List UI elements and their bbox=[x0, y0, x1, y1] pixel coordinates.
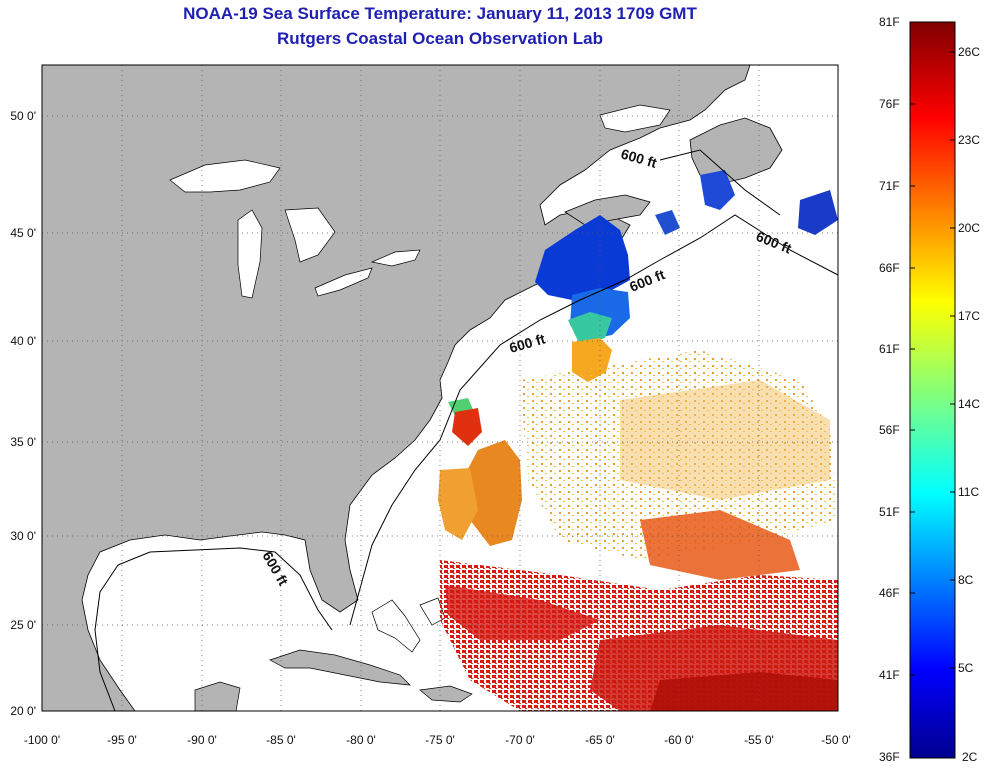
lat-tick-label: 40 0' bbox=[10, 334, 36, 348]
map-title: NOAA-19 Sea Surface Temperature: January… bbox=[183, 4, 697, 23]
sst-data-overlay bbox=[438, 170, 838, 711]
lon-tick-label: -80 0' bbox=[346, 733, 376, 747]
lake-michigan bbox=[237, 209, 263, 299]
colorbar-f-label: 41F bbox=[879, 668, 900, 682]
lat-tick-label: 45 0' bbox=[10, 226, 36, 240]
land-yucatan bbox=[194, 681, 241, 711]
map-subtitle: Rutgers Coastal Ocean Observation Lab bbox=[277, 29, 603, 48]
lon-tick-label: -75 0' bbox=[425, 733, 455, 747]
colorbar-c-label: 23C bbox=[958, 133, 981, 147]
colorbar-f-label: 36F bbox=[879, 750, 900, 764]
lake-huron bbox=[284, 207, 336, 263]
colorbar-c-label: 2C bbox=[962, 750, 978, 764]
colorbar-ticks bbox=[910, 51, 955, 676]
colorbar-c-label: 17C bbox=[958, 309, 981, 323]
lon-tick-label: -90 0' bbox=[187, 733, 217, 747]
colorbar-c-label: 14C bbox=[958, 397, 981, 411]
latitude-ticks: 50 0' 45 0' 40 0' 35 0' 30 0' 25 0' 20 0… bbox=[10, 109, 36, 718]
colorbar-c-label: 11C bbox=[958, 485, 980, 499]
land-cuba bbox=[269, 649, 411, 686]
lat-tick-label: 35 0' bbox=[10, 435, 36, 449]
lon-tick-label: -65 0' bbox=[585, 733, 615, 747]
colorbar-f-label: 61F bbox=[879, 342, 900, 356]
longitude-ticks: -100 0' -95 0' -90 0' -85 0' -80 0' -75 … bbox=[24, 733, 851, 747]
colorbar-f-label: 51F bbox=[879, 505, 900, 519]
lat-tick-label: 50 0' bbox=[10, 109, 36, 123]
land-hispaniola bbox=[419, 685, 473, 703]
land-north-america bbox=[42, 65, 751, 711]
map-frame bbox=[41, 64, 839, 712]
lon-tick-label: -60 0' bbox=[664, 733, 694, 747]
lon-tick-label: -50 0' bbox=[821, 733, 851, 747]
colorbar-f-label: 81F bbox=[879, 15, 900, 29]
colorbar-c-label: 8C bbox=[958, 573, 974, 587]
lat-tick-label: 25 0' bbox=[10, 618, 36, 632]
lon-tick-label: -85 0' bbox=[266, 733, 296, 747]
colorbar-f-label: 56F bbox=[879, 423, 900, 437]
colorbar-f-label: 71F bbox=[879, 179, 900, 193]
land-newfoundland bbox=[689, 117, 783, 186]
colorbar-f-label: 76F bbox=[879, 97, 900, 111]
lon-tick-label: -100 0' bbox=[24, 733, 60, 747]
colorbar-c-label: 26C bbox=[958, 45, 981, 59]
lake-superior bbox=[169, 159, 281, 193]
lake-erie bbox=[314, 267, 373, 297]
lake-ontario bbox=[370, 249, 421, 267]
colorbar-c-label: 20C bbox=[958, 221, 981, 235]
colorbar bbox=[909, 21, 956, 759]
lon-tick-label: -95 0' bbox=[107, 733, 137, 747]
lon-tick-label: -55 0' bbox=[744, 733, 774, 747]
lon-tick-label: -70 0' bbox=[505, 733, 535, 747]
hudson-bay-edge bbox=[599, 104, 671, 133]
colorbar-f-label: 46F bbox=[879, 586, 900, 600]
colorbar-f-label: 66F bbox=[879, 261, 900, 275]
colorbar-c-label: 5C bbox=[958, 661, 974, 675]
lat-tick-label: 30 0' bbox=[10, 529, 36, 543]
lat-tick-label: 20 0' bbox=[10, 704, 36, 718]
isobath-600ft bbox=[94, 149, 838, 711]
